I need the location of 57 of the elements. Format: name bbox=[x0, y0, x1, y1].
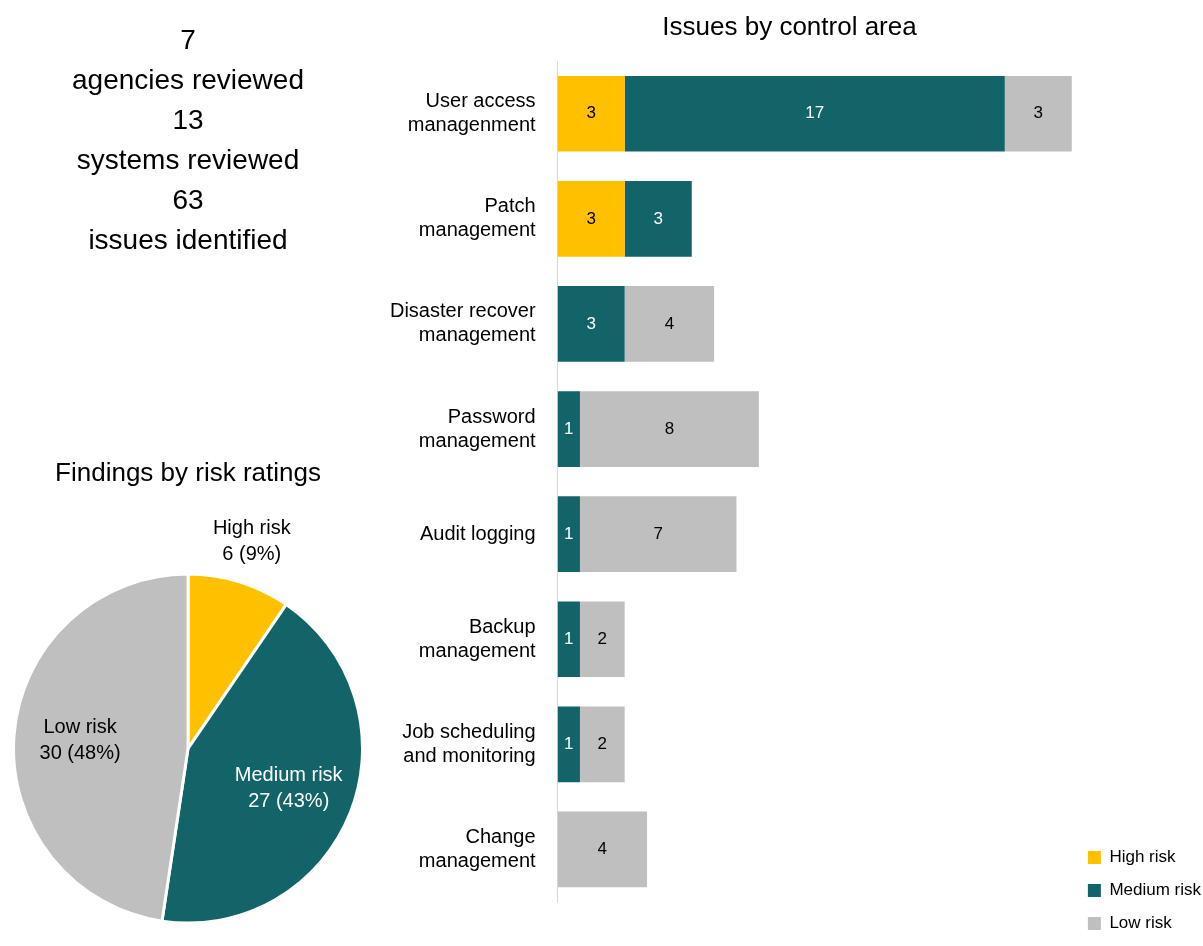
text: systems reviewed bbox=[75, 143, 301, 177]
data-label: 1 bbox=[564, 734, 574, 754]
data-label: 3 bbox=[586, 103, 596, 123]
bar bbox=[624, 181, 692, 257]
bar bbox=[579, 601, 625, 678]
legend-label: High risk bbox=[1109, 847, 1176, 867]
bar bbox=[557, 496, 580, 572]
slice-label: Medium risk bbox=[234, 762, 344, 785]
text: 13 bbox=[171, 103, 205, 137]
bar bbox=[557, 391, 580, 467]
text: issues identified bbox=[87, 223, 289, 257]
bar bbox=[624, 75, 1005, 152]
legend-label: Medium risk bbox=[1109, 880, 1202, 900]
data-label: 30 (48%) bbox=[39, 741, 121, 764]
y-tick-label: Password management bbox=[418, 404, 537, 451]
data-label: 27 (43%) bbox=[248, 788, 330, 811]
y-tick-label: Audit logging bbox=[419, 521, 536, 544]
data-label: 7 bbox=[653, 523, 663, 543]
data-label: 4 bbox=[664, 313, 675, 333]
data-label: 1 bbox=[564, 628, 574, 648]
chart-title: Issues by control area bbox=[662, 10, 918, 41]
y-tick-label: Job scheduling and monitoring bbox=[402, 719, 536, 766]
data-label: 3 bbox=[586, 313, 596, 333]
data-label: 3 bbox=[1033, 103, 1044, 123]
y-tick-label: Patch management bbox=[418, 194, 537, 241]
text: agencies reviewed bbox=[71, 63, 305, 97]
chart-title: Findings by risk ratings bbox=[55, 456, 321, 487]
y-tick-label: User access managenment bbox=[407, 89, 537, 136]
bar bbox=[557, 601, 580, 678]
data-label: 2 bbox=[597, 628, 608, 648]
data-label: 1 bbox=[564, 418, 574, 438]
data-label: 6 (9%) bbox=[222, 542, 282, 565]
legend-label: Low risk bbox=[1109, 913, 1173, 933]
y-tick-label: Change management bbox=[418, 824, 537, 871]
data-label: 8 bbox=[664, 418, 675, 438]
data-label: 3 bbox=[653, 208, 663, 228]
slice-label: Low risk bbox=[43, 715, 118, 738]
bar bbox=[579, 496, 737, 572]
y-tick-label: Backup management bbox=[418, 614, 537, 661]
data-label: 2 bbox=[597, 734, 608, 754]
y-tick-label: Disaster recover management bbox=[389, 299, 537, 346]
bar bbox=[557, 286, 625, 362]
slice-label: High risk bbox=[212, 516, 292, 539]
bar bbox=[557, 811, 648, 888]
bar bbox=[557, 75, 625, 152]
data-label: 1 bbox=[564, 523, 574, 543]
text: 7 bbox=[179, 23, 197, 57]
bar bbox=[624, 286, 715, 362]
text: 63 bbox=[171, 183, 205, 217]
bar bbox=[1004, 75, 1072, 152]
bar bbox=[557, 181, 625, 257]
bar bbox=[557, 706, 580, 783]
bar bbox=[579, 391, 759, 467]
data-label: 4 bbox=[597, 839, 608, 859]
data-label: 3 bbox=[586, 208, 596, 228]
data-label: 17 bbox=[805, 103, 825, 123]
bar bbox=[579, 706, 625, 783]
